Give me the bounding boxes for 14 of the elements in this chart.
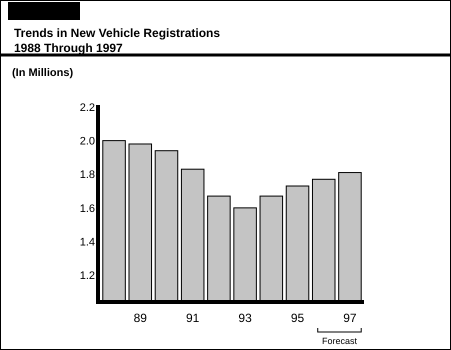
y-axis-title: (In Millions) bbox=[12, 67, 74, 79]
chart-title: Trends in New Vehicle Registrations 1988 Through 1997 bbox=[14, 26, 220, 55]
y-tick-label: 2.0 bbox=[80, 136, 95, 148]
x-tick-label: 89 bbox=[134, 311, 148, 325]
x-tick-label: 93 bbox=[238, 311, 252, 325]
x-tick-label: 95 bbox=[290, 311, 305, 325]
y-tick-label: 1.4 bbox=[80, 236, 95, 248]
y-tick-label: 1.6 bbox=[80, 202, 95, 215]
x-tick-label: 91 bbox=[186, 311, 200, 325]
x-tick-label: 97 bbox=[343, 311, 357, 325]
y-tick-label: 1.8 bbox=[80, 169, 95, 182]
y-tick-label: 2.2 bbox=[80, 102, 95, 114]
y-tick-label: 1.2 bbox=[80, 270, 95, 282]
text: Forecast bbox=[322, 336, 358, 346]
